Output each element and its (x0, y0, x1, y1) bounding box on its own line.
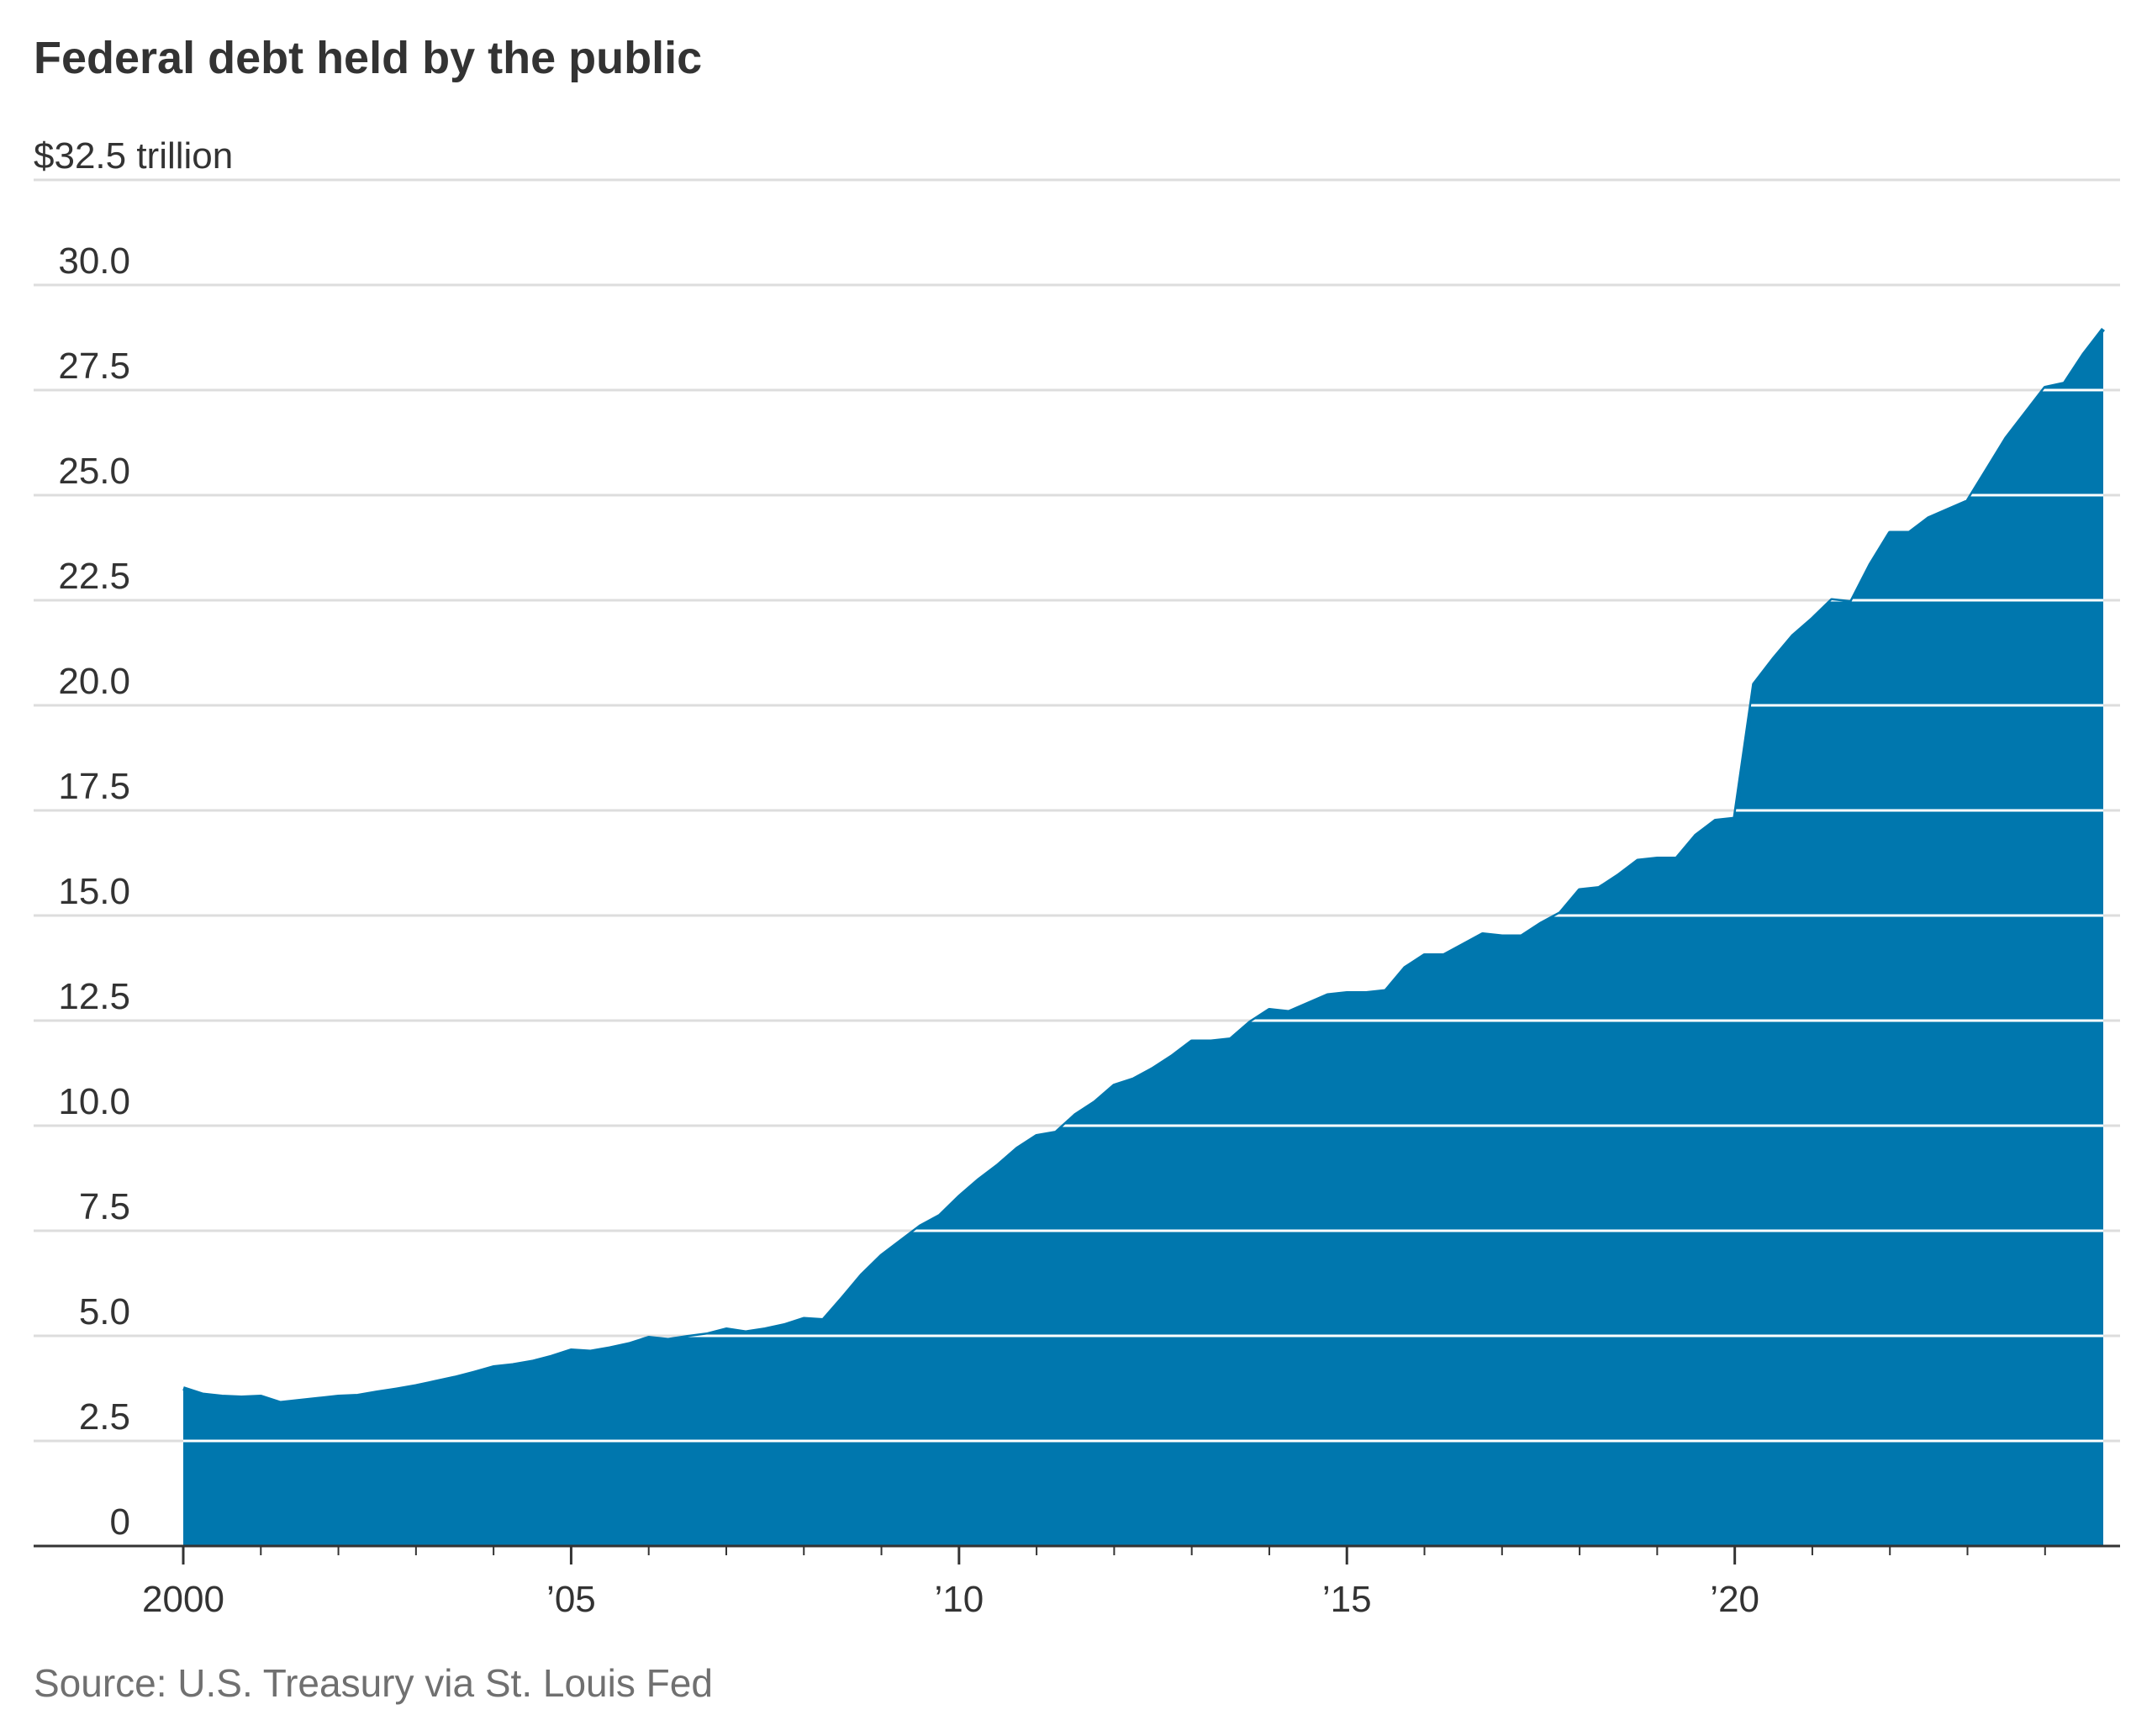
y-tick-label: 7.5 (79, 1186, 130, 1227)
x-tick-label: ’20 (1710, 1579, 1759, 1620)
debt-area (183, 329, 2103, 1546)
y-tick-label: 0 (110, 1501, 130, 1543)
y-tick-label: 25.0 (58, 451, 130, 492)
y-tick-label: 27.5 (58, 346, 130, 387)
axis-labels: 2000 ’05 ’10 ’15 ’20 0 2.5 5.0 7.5 10.0 12.5 15.0 17… (34, 135, 1759, 1620)
y-tick-label: 2.5 (79, 1396, 130, 1438)
source-note: Source: U.S. Treasury via St. Louis Fed (34, 1661, 713, 1705)
y-tick-label: 30.0 (58, 240, 130, 282)
y-tick-label: 10.0 (58, 1081, 130, 1122)
x-tick-label: ’10 (934, 1579, 984, 1620)
x-tick-label: ’05 (546, 1579, 596, 1620)
y-tick-label: 12.5 (58, 976, 130, 1017)
y-axis-unit-label: $32.5 trillion (34, 135, 233, 177)
data-area (182, 327, 2105, 1546)
y-tick-label: 17.5 (58, 766, 130, 807)
y-tick-label: 5.0 (79, 1291, 130, 1332)
y-tick-label: 20.0 (58, 661, 130, 702)
chart-title: Federal debt held by the public (34, 33, 703, 83)
x-tick-label: ’15 (1322, 1579, 1372, 1620)
x-tick-label: 2000 (142, 1579, 224, 1620)
y-tick-label: 15.0 (58, 871, 130, 912)
debt-line (182, 327, 2105, 1406)
y-tick-label: 22.5 (58, 556, 130, 597)
x-axis (34, 1544, 2120, 1565)
